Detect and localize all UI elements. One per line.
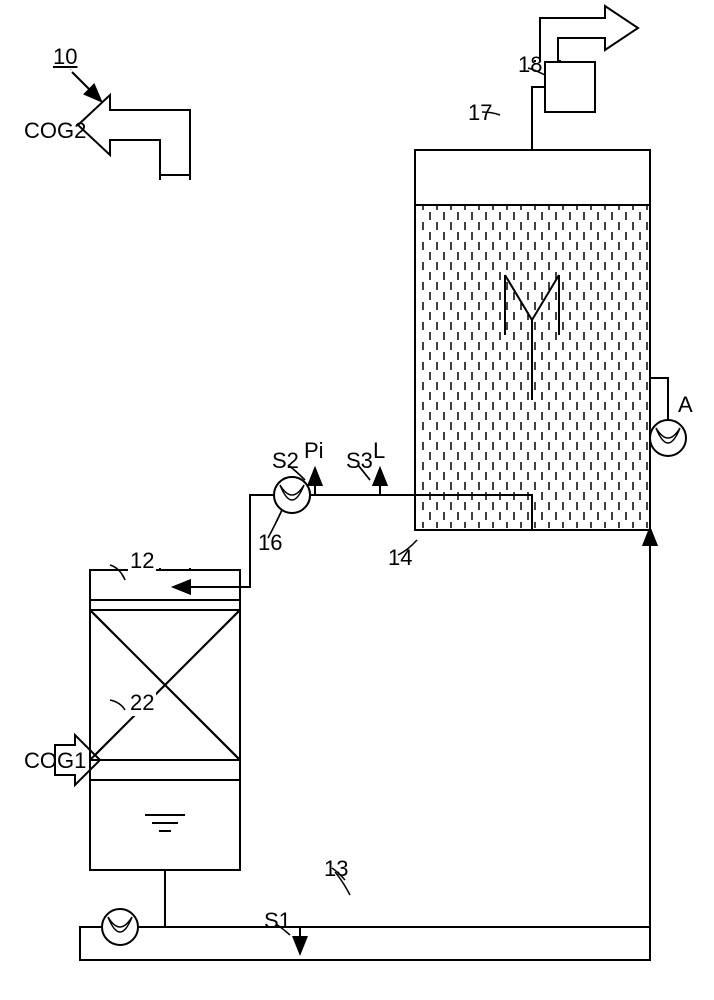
tower-outline [90, 570, 240, 870]
label-22: 22 [128, 690, 156, 716]
label-S1: S1 [264, 908, 291, 934]
pump-bottom [102, 909, 138, 945]
label-cog1: COG1 [24, 748, 86, 774]
label-S2: S2 [272, 448, 299, 474]
label-17: 17 [468, 100, 492, 126]
box-18 [545, 62, 595, 112]
tower-12 [90, 570, 240, 870]
edge-tank-to-A [650, 378, 668, 420]
label-18: 18 [518, 52, 542, 78]
label-A: A [678, 392, 693, 418]
label-L: L [373, 438, 385, 464]
label-12: 12 [128, 548, 156, 574]
label-10: 10 [53, 44, 77, 69]
process-diagram [0, 0, 714, 1000]
edge-bottom-right [138, 530, 650, 927]
label-Pi: Pi [304, 438, 324, 464]
label-cog2: COG2 [24, 118, 86, 144]
edge-17 [532, 87, 545, 150]
tank-14 [415, 150, 650, 530]
pump-tank-A [650, 420, 686, 456]
label-14: 14 [388, 545, 412, 571]
label-S3: S3 [346, 448, 373, 474]
label-16: 16 [258, 530, 282, 556]
label-13: 13 [324, 856, 348, 882]
edge-tower-out [138, 870, 165, 927]
